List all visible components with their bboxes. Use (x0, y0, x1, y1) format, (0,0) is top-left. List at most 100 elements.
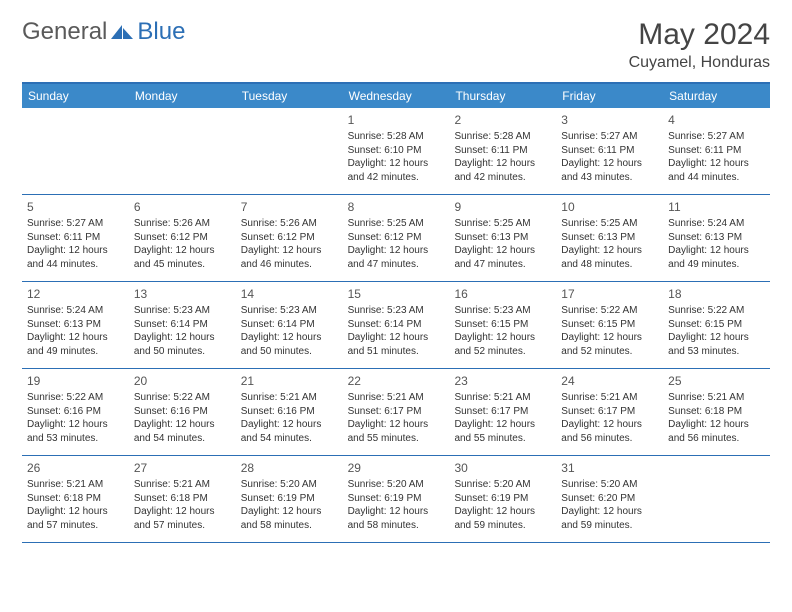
sunset-text: Sunset: 6:19 PM (241, 492, 338, 506)
daylight-text: Daylight: 12 hours and 56 minutes. (668, 418, 765, 445)
sunset-text: Sunset: 6:16 PM (27, 405, 124, 419)
title-block: May 2024 Cuyamel, Honduras (629, 18, 770, 72)
day-cell: 17Sunrise: 5:22 AMSunset: 6:15 PMDayligh… (556, 282, 663, 368)
daylight-text: Daylight: 12 hours and 51 minutes. (348, 331, 445, 358)
day-cell: 2Sunrise: 5:28 AMSunset: 6:11 PMDaylight… (449, 108, 556, 194)
sunset-text: Sunset: 6:18 PM (134, 492, 231, 506)
sunrise-text: Sunrise: 5:25 AM (561, 217, 658, 231)
daylight-text: Daylight: 12 hours and 44 minutes. (27, 244, 124, 271)
day-cell: 22Sunrise: 5:21 AMSunset: 6:17 PMDayligh… (343, 369, 450, 455)
day-cell (236, 108, 343, 194)
day-number: 15 (348, 286, 445, 302)
day-number: 6 (134, 199, 231, 215)
daylight-text: Daylight: 12 hours and 50 minutes. (134, 331, 231, 358)
sunrise-text: Sunrise: 5:28 AM (454, 130, 551, 144)
week-row: 5Sunrise: 5:27 AMSunset: 6:11 PMDaylight… (22, 195, 770, 282)
day-number: 29 (348, 460, 445, 476)
daylight-text: Daylight: 12 hours and 54 minutes. (134, 418, 231, 445)
sunrise-text: Sunrise: 5:21 AM (134, 478, 231, 492)
sunrise-text: Sunrise: 5:27 AM (27, 217, 124, 231)
day-cell: 4Sunrise: 5:27 AMSunset: 6:11 PMDaylight… (663, 108, 770, 194)
day-number: 21 (241, 373, 338, 389)
day-cell: 10Sunrise: 5:25 AMSunset: 6:13 PMDayligh… (556, 195, 663, 281)
day-cell: 15Sunrise: 5:23 AMSunset: 6:14 PMDayligh… (343, 282, 450, 368)
sunset-text: Sunset: 6:16 PM (134, 405, 231, 419)
sunset-text: Sunset: 6:13 PM (454, 231, 551, 245)
daylight-text: Daylight: 12 hours and 53 minutes. (27, 418, 124, 445)
day-number: 18 (668, 286, 765, 302)
sunrise-text: Sunrise: 5:20 AM (561, 478, 658, 492)
day-number: 9 (454, 199, 551, 215)
daylight-text: Daylight: 12 hours and 46 minutes. (241, 244, 338, 271)
sunrise-text: Sunrise: 5:20 AM (348, 478, 445, 492)
day-cell: 5Sunrise: 5:27 AMSunset: 6:11 PMDaylight… (22, 195, 129, 281)
sunset-text: Sunset: 6:19 PM (348, 492, 445, 506)
day-cell: 25Sunrise: 5:21 AMSunset: 6:18 PMDayligh… (663, 369, 770, 455)
sunset-text: Sunset: 6:18 PM (27, 492, 124, 506)
daylight-text: Daylight: 12 hours and 57 minutes. (27, 505, 124, 532)
day-cell: 20Sunrise: 5:22 AMSunset: 6:16 PMDayligh… (129, 369, 236, 455)
day-cell: 23Sunrise: 5:21 AMSunset: 6:17 PMDayligh… (449, 369, 556, 455)
day-number: 30 (454, 460, 551, 476)
day-cell: 11Sunrise: 5:24 AMSunset: 6:13 PMDayligh… (663, 195, 770, 281)
sunrise-text: Sunrise: 5:23 AM (241, 304, 338, 318)
sunrise-text: Sunrise: 5:21 AM (27, 478, 124, 492)
sunrise-text: Sunrise: 5:20 AM (454, 478, 551, 492)
day-cell: 26Sunrise: 5:21 AMSunset: 6:18 PMDayligh… (22, 456, 129, 542)
sunrise-text: Sunrise: 5:21 AM (668, 391, 765, 405)
calendar-page: General Blue May 2024 Cuyamel, Honduras … (0, 0, 792, 561)
day-number: 31 (561, 460, 658, 476)
daylight-text: Daylight: 12 hours and 55 minutes. (454, 418, 551, 445)
sunset-text: Sunset: 6:13 PM (668, 231, 765, 245)
day-number: 14 (241, 286, 338, 302)
day-cell (663, 456, 770, 542)
daylight-text: Daylight: 12 hours and 56 minutes. (561, 418, 658, 445)
daylight-text: Daylight: 12 hours and 47 minutes. (454, 244, 551, 271)
day-cell: 16Sunrise: 5:23 AMSunset: 6:15 PMDayligh… (449, 282, 556, 368)
daylight-text: Daylight: 12 hours and 53 minutes. (668, 331, 765, 358)
logo-text-blue: Blue (137, 18, 185, 46)
day-cell: 14Sunrise: 5:23 AMSunset: 6:14 PMDayligh… (236, 282, 343, 368)
sunrise-text: Sunrise: 5:26 AM (134, 217, 231, 231)
day-cell: 7Sunrise: 5:26 AMSunset: 6:12 PMDaylight… (236, 195, 343, 281)
daylight-text: Daylight: 12 hours and 43 minutes. (561, 157, 658, 184)
day-number: 16 (454, 286, 551, 302)
daylight-text: Daylight: 12 hours and 45 minutes. (134, 244, 231, 271)
day-cell: 8Sunrise: 5:25 AMSunset: 6:12 PMDaylight… (343, 195, 450, 281)
sunrise-text: Sunrise: 5:23 AM (134, 304, 231, 318)
sunrise-text: Sunrise: 5:21 AM (241, 391, 338, 405)
sunset-text: Sunset: 6:15 PM (561, 318, 658, 332)
weekday-header: Friday (556, 84, 663, 108)
day-number: 8 (348, 199, 445, 215)
sunrise-text: Sunrise: 5:27 AM (561, 130, 658, 144)
daylight-text: Daylight: 12 hours and 54 minutes. (241, 418, 338, 445)
day-cell: 27Sunrise: 5:21 AMSunset: 6:18 PMDayligh… (129, 456, 236, 542)
sunrise-text: Sunrise: 5:22 AM (134, 391, 231, 405)
day-number: 7 (241, 199, 338, 215)
sunrise-text: Sunrise: 5:24 AM (27, 304, 124, 318)
day-cell: 3Sunrise: 5:27 AMSunset: 6:11 PMDaylight… (556, 108, 663, 194)
sunrise-text: Sunrise: 5:22 AM (27, 391, 124, 405)
calendar-grid: Sunday Monday Tuesday Wednesday Thursday… (22, 82, 770, 543)
sunset-text: Sunset: 6:14 PM (241, 318, 338, 332)
day-cell: 28Sunrise: 5:20 AMSunset: 6:19 PMDayligh… (236, 456, 343, 542)
day-number: 19 (27, 373, 124, 389)
sunset-text: Sunset: 6:14 PM (134, 318, 231, 332)
day-number: 23 (454, 373, 551, 389)
sunset-text: Sunset: 6:17 PM (561, 405, 658, 419)
daylight-text: Daylight: 12 hours and 57 minutes. (134, 505, 231, 532)
day-cell: 9Sunrise: 5:25 AMSunset: 6:13 PMDaylight… (449, 195, 556, 281)
day-number: 10 (561, 199, 658, 215)
week-row: 19Sunrise: 5:22 AMSunset: 6:16 PMDayligh… (22, 369, 770, 456)
day-number: 28 (241, 460, 338, 476)
sunset-text: Sunset: 6:18 PM (668, 405, 765, 419)
daylight-text: Daylight: 12 hours and 47 minutes. (348, 244, 445, 271)
sunset-text: Sunset: 6:11 PM (27, 231, 124, 245)
day-number: 2 (454, 112, 551, 128)
day-cell: 30Sunrise: 5:20 AMSunset: 6:19 PMDayligh… (449, 456, 556, 542)
day-cell: 19 Sunrise: 5:22 AMSunset: 6:16 PMDayligh… (22, 369, 129, 455)
sunset-text: Sunset: 6:17 PM (454, 405, 551, 419)
sunset-text: Sunset: 6:19 PM (454, 492, 551, 506)
weekday-header: Sunday (22, 84, 129, 108)
sunrise-text: Sunrise: 5:23 AM (454, 304, 551, 318)
